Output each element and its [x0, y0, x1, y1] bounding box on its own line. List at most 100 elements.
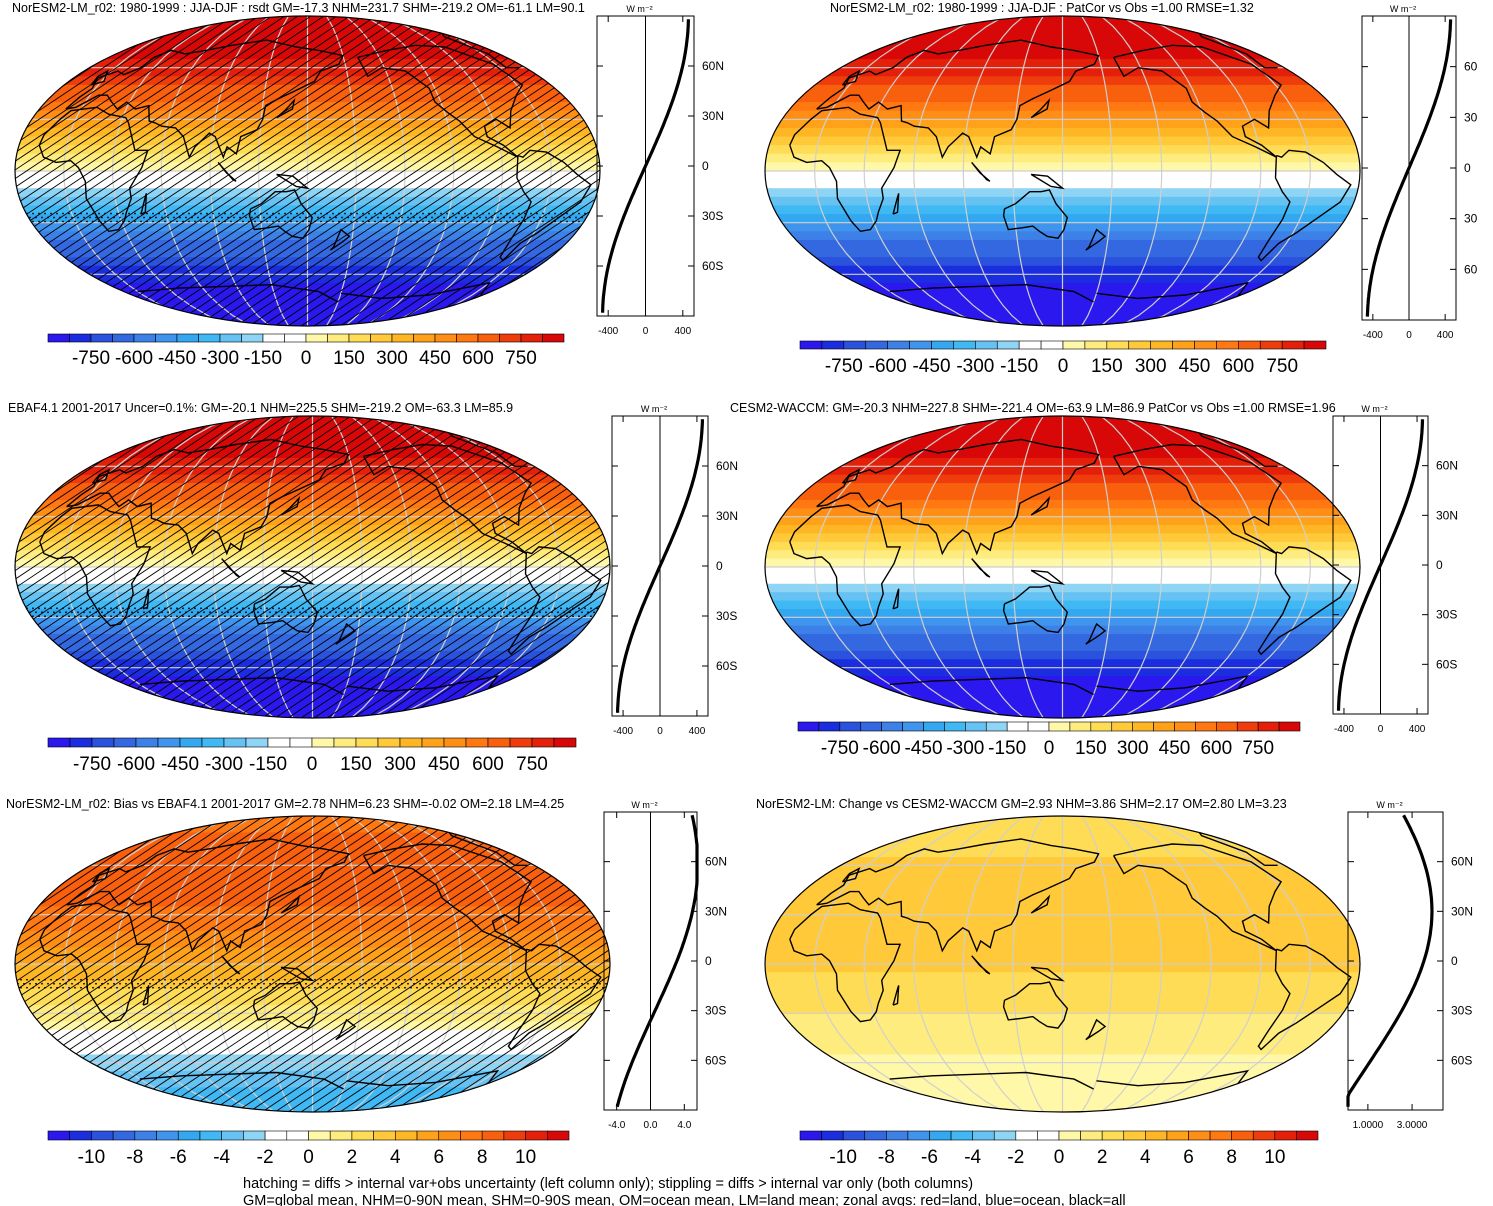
stipple-dot — [536, 615, 538, 618]
coastline — [280, 966, 316, 982]
colorbar-swatch — [395, 1130, 418, 1141]
coastline — [889, 281, 1250, 306]
stipple-dot — [146, 615, 148, 618]
stipple-dot — [104, 212, 106, 215]
stipple-dot — [113, 611, 115, 614]
colorbar-swatch — [503, 1130, 526, 1141]
stipple-dot — [398, 615, 400, 618]
stipple-dot — [59, 611, 61, 614]
stipple-dot — [62, 212, 64, 215]
stipple-dot — [530, 220, 532, 223]
stipple-dot — [365, 216, 367, 219]
stipple-dot — [242, 615, 244, 618]
stipple-dot — [560, 978, 562, 981]
stipple-dot — [272, 978, 274, 981]
coastline — [335, 622, 357, 645]
graticule-lon — [1119, 16, 1212, 326]
stipple-dot — [260, 986, 262, 989]
stipple-dot — [233, 216, 235, 219]
graticule-lon — [962, 16, 1025, 326]
colorbar-swatch — [438, 1130, 461, 1141]
stipple-dot — [386, 978, 388, 981]
x-tick-label: 0 — [1378, 724, 1384, 735]
stipple-dot — [86, 615, 88, 618]
stipple-dot — [605, 611, 607, 614]
colorbar-swatch — [434, 333, 457, 343]
graticule-lon — [1081, 416, 1113, 718]
stipple-dot — [212, 978, 214, 981]
stipple-dot — [599, 216, 600, 219]
stipple-dot — [524, 607, 526, 610]
graticule-lon — [1139, 16, 1262, 326]
stipple-dot — [266, 986, 268, 989]
stipple-dot — [95, 982, 97, 985]
colorbar-swatch — [881, 721, 903, 732]
stipple-dot — [92, 607, 94, 610]
graticule-lon — [1158, 816, 1312, 1112]
stipple-dot — [128, 986, 130, 989]
stipple-dot — [92, 986, 94, 989]
colorbar-swatch — [333, 737, 357, 748]
stipple-dot — [560, 212, 562, 215]
stipple-dot — [470, 615, 472, 618]
coastline — [142, 985, 150, 1006]
stipple-dot — [434, 986, 436, 989]
stipple-dot — [332, 220, 334, 223]
stipple-dot — [167, 982, 169, 985]
stipple-dot — [152, 986, 154, 989]
stipple-dot — [320, 615, 322, 618]
stipple-dot — [29, 216, 31, 219]
stipple-dot — [15, 220, 16, 223]
colorbar-swatch — [348, 333, 371, 343]
colorbar-swatch — [286, 1130, 309, 1141]
stipple-dot — [530, 607, 532, 610]
stipple-dot — [167, 611, 169, 614]
coastline — [816, 438, 1100, 556]
stipple-dot — [473, 216, 475, 219]
stipple-dot — [224, 220, 226, 223]
stipple-dot — [290, 986, 292, 989]
stipple-dot — [446, 615, 448, 618]
zonal-all-curve — [1346, 814, 1434, 1107]
stipple-dot — [446, 220, 448, 223]
colorbar-label: 150 — [340, 754, 372, 775]
lat-label: 30N — [705, 904, 727, 918]
graticule-lon — [1119, 816, 1212, 1112]
stipple-dot — [260, 978, 262, 981]
stipple-dot — [335, 982, 337, 985]
stipple-dot — [284, 978, 286, 981]
stipple-dot — [512, 986, 514, 989]
stipple-dot — [389, 611, 391, 614]
colorbar-swatch — [1153, 721, 1175, 732]
lat-label: 60 — [1464, 262, 1478, 276]
stipple-dot — [200, 986, 202, 989]
stipple-dot — [575, 611, 577, 614]
colorbar-swatch — [1236, 721, 1259, 732]
colorbar-swatch — [525, 1130, 548, 1141]
stipple-dot — [494, 978, 496, 981]
stipple-dot — [62, 220, 64, 223]
stipple-dot — [200, 615, 202, 618]
colorbar-label: 150 — [1075, 738, 1107, 759]
colorbar-swatch — [1111, 721, 1133, 732]
stipple-dot — [404, 212, 406, 215]
coastline — [971, 161, 991, 182]
stipple-dot — [332, 986, 334, 989]
stipple-dot — [125, 982, 127, 985]
stipple-dot — [227, 216, 229, 219]
stipple-dot — [452, 615, 454, 618]
stipple-dot — [179, 611, 181, 614]
stipple-dot — [89, 611, 91, 614]
colorbar-swatch — [262, 333, 285, 343]
stipple-dot — [236, 615, 238, 618]
stipple-dot — [410, 986, 412, 989]
stipple-dot — [437, 982, 439, 985]
stipple-dot — [248, 978, 250, 981]
coastline — [38, 106, 149, 233]
stipple-dot — [107, 611, 109, 614]
stipple-dot — [158, 615, 160, 618]
stipple-dot — [488, 212, 490, 215]
stipple-dot — [590, 607, 592, 610]
stipple-dot — [386, 220, 388, 223]
colorbar-swatch — [1172, 340, 1195, 350]
